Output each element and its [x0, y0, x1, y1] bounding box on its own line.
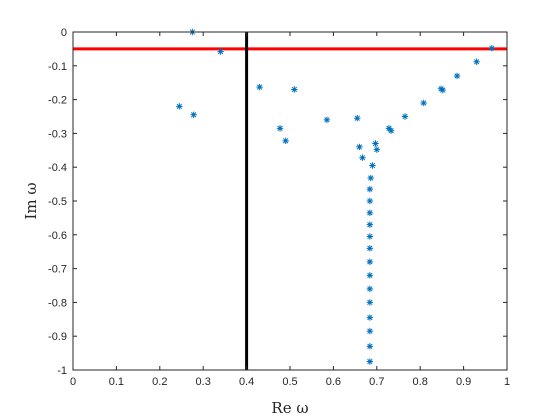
data-point	[190, 111, 197, 119]
data-point	[439, 86, 446, 94]
data-point	[367, 174, 374, 182]
x-tick-label: 1	[504, 376, 510, 388]
data-point	[366, 327, 374, 335]
x-tick-label: 0.4	[239, 376, 254, 388]
axis-ticks: 0 0.1 0.2 0.3 0.4 0.5 0.6 0.7 0.8 0.9 1 0 -0.1 -0.2 -0…	[48, 27, 510, 388]
x-tick-label: 0.7	[369, 376, 384, 388]
data-point	[366, 185, 374, 193]
x-tick-label: 0.5	[282, 376, 297, 388]
data-point	[369, 162, 376, 169]
y-tick-label: -0.3	[48, 128, 67, 140]
reference-lines	[73, 32, 507, 370]
x-axis-label: Re ω	[271, 399, 308, 417]
data-point	[366, 358, 374, 365]
plot-area	[73, 32, 507, 370]
x-tick-label: 0.1	[109, 376, 124, 388]
y-tick-label: -0.9	[48, 331, 67, 343]
data-point	[453, 72, 461, 80]
y-tick-label: -0.6	[48, 230, 67, 242]
y-tick-label: -0.8	[48, 297, 67, 309]
data-point	[356, 143, 363, 151]
data-point	[366, 314, 374, 321]
data-point	[366, 209, 374, 217]
y-axis-label: Im ω	[22, 182, 40, 219]
data-point	[276, 125, 284, 132]
data-point	[366, 299, 374, 306]
y-tick-label: -0.1	[48, 61, 67, 73]
data-point	[373, 146, 380, 153]
data-point	[176, 103, 183, 110]
data-point	[366, 343, 374, 350]
x-tick-label: 0.9	[456, 376, 471, 388]
data-point	[366, 233, 374, 240]
data-point	[366, 272, 374, 279]
data-point	[282, 137, 289, 145]
data-point	[323, 116, 331, 124]
data-point	[256, 83, 263, 91]
y-tick-label: -0.5	[48, 196, 67, 208]
x-tick-label: 0.6	[326, 376, 341, 388]
y-tick-label: -0.2	[48, 95, 67, 107]
y-tick-label: -0.4	[48, 162, 67, 174]
x-tick-label: 0	[70, 376, 76, 388]
data-point	[420, 99, 427, 107]
y-tick-label: -0.7	[48, 264, 67, 276]
data-point	[366, 258, 374, 266]
data-point	[366, 197, 374, 205]
data-point	[366, 245, 374, 252]
data-point	[291, 86, 298, 93]
data-point	[401, 113, 409, 120]
data-point	[359, 154, 366, 161]
data-point	[387, 127, 395, 134]
y-tick-label: 0	[61, 27, 67, 39]
data-point	[217, 48, 224, 55]
x-tick-label: 0.8	[413, 376, 428, 388]
data-point	[488, 45, 496, 52]
data-point	[366, 285, 374, 293]
x-tick-label: 0.2	[152, 376, 167, 388]
x-tick-label: 0.3	[196, 376, 211, 388]
data-point	[354, 114, 361, 122]
data-point	[372, 140, 379, 147]
data-point	[366, 221, 374, 228]
y-tick-label: -1	[57, 365, 67, 377]
data-point	[473, 58, 480, 65]
